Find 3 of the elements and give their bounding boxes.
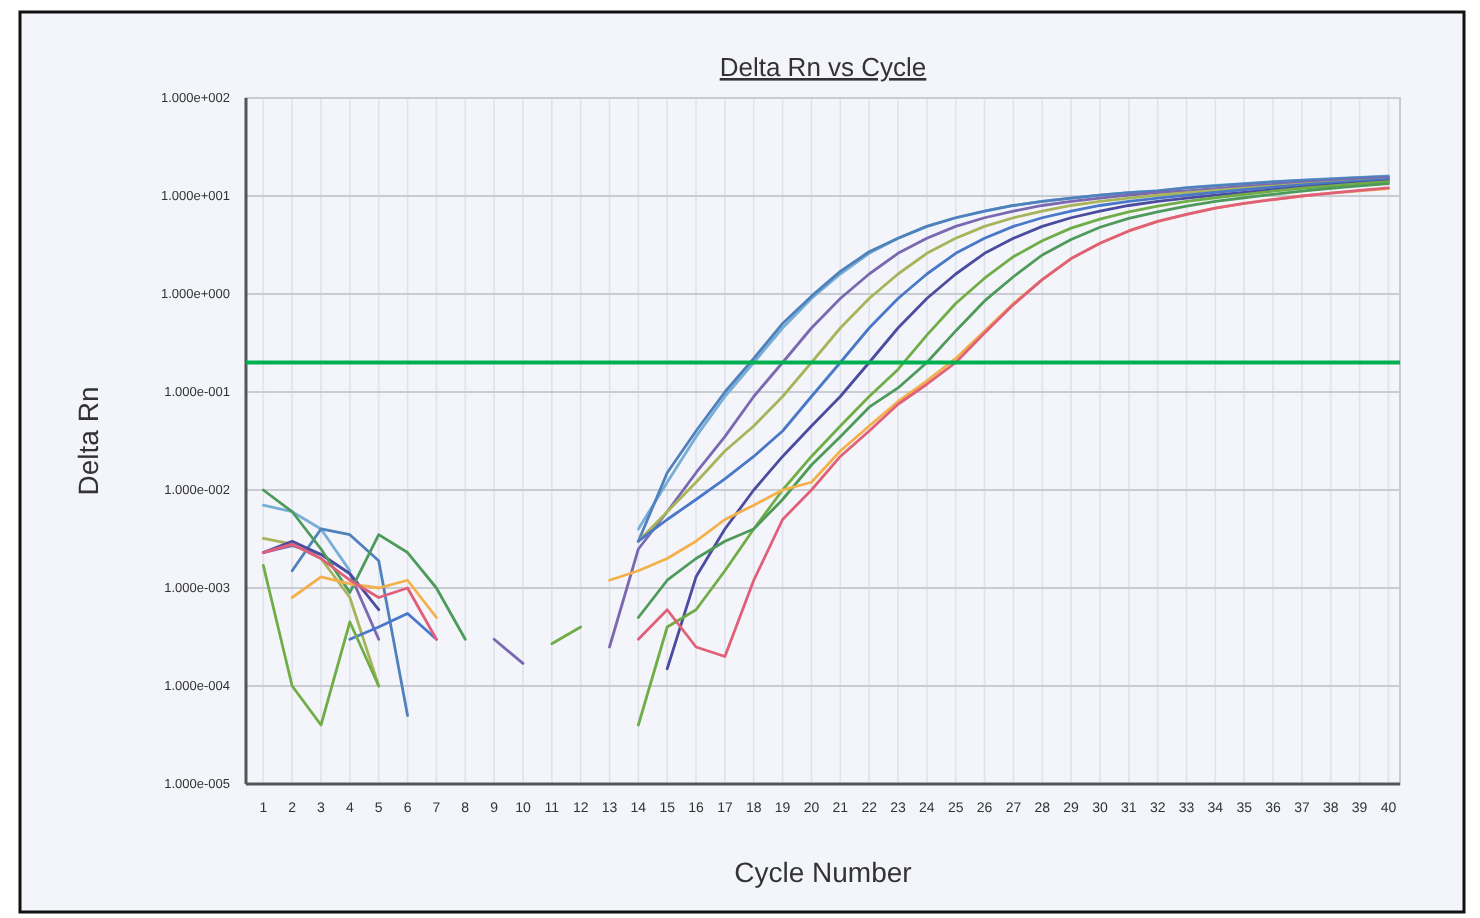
x-axis-title: Cycle Number bbox=[734, 856, 913, 888]
y-axis-title: Delta Rn bbox=[72, 386, 104, 496]
chart-title: Delta Rn vs Cycle bbox=[719, 52, 927, 82]
